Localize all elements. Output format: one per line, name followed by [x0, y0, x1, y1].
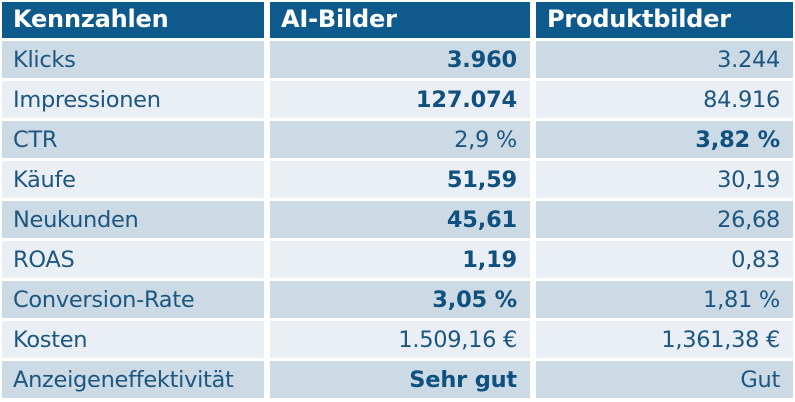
table-body: Klicks 3.960 3.244 Impressionen 127.074 84.91…: [2, 41, 793, 401]
header-cell-kennzahlen: Kennzahlen: [2, 2, 270, 41]
table-row: CTR 2,9 % 3,82 %: [2, 121, 793, 161]
header-cell-ai-bilder: AI-Bilder: [270, 2, 536, 41]
table-row: Klicks 3.960 3.244: [2, 41, 793, 81]
header-row: Kennzahlen AI-Bilder Produktbilder: [2, 2, 793, 41]
row-label-cell: Impressionen: [2, 81, 270, 121]
produktbilder-value-cell: 30,19: [536, 161, 793, 201]
ai-bilder-value-cell: 1.509,16 €: [270, 321, 536, 361]
row-label-cell: Käufe: [2, 161, 270, 201]
produktbilder-value-cell: 3.244: [536, 41, 793, 81]
row-label-cell: Kosten: [2, 321, 270, 361]
table-row: Impressionen 127.074 84.916: [2, 81, 793, 121]
produktbilder-value-cell: 1,81 %: [536, 281, 793, 321]
row-label-cell: CTR: [2, 121, 270, 161]
produktbilder-value-cell: 3,82 %: [536, 121, 793, 161]
header-cell-produktbilder: Produktbilder: [536, 2, 793, 41]
ai-bilder-value-cell: 1,19: [270, 241, 536, 281]
table-row: Conversion-Rate 3,05 % 1,81 %: [2, 281, 793, 321]
produktbilder-value-cell: 84.916: [536, 81, 793, 121]
row-label-cell: Klicks: [2, 41, 270, 81]
row-label-cell: Anzeigeneffektivität: [2, 361, 270, 401]
produktbilder-value-cell: Gut: [536, 361, 793, 401]
ai-bilder-value-cell: Sehr gut: [270, 361, 536, 401]
ai-bilder-value-cell: 3,05 %: [270, 281, 536, 321]
ai-bilder-value-cell: 127.074: [270, 81, 536, 121]
table-row: Käufe 51,59 30,19: [2, 161, 793, 201]
table-row: ROAS 1,19 0,83: [2, 241, 793, 281]
row-label-cell: Conversion-Rate: [2, 281, 270, 321]
produktbilder-value-cell: 26,68: [536, 201, 793, 241]
table-row: Anzeigeneffektivität Sehr gut Gut: [2, 361, 793, 401]
table-row: Kosten 1.509,16 €1,361,38 €: [2, 321, 793, 361]
table-row: Neukunden 45,61 26,68: [2, 201, 793, 241]
produktbilder-value-cell: 1,361,38 €: [536, 321, 793, 361]
table-header: Kennzahlen AI-Bilder Produktbilder: [2, 2, 793, 41]
row-label-cell: ROAS: [2, 241, 270, 281]
ai-bilder-value-cell: 51,59: [270, 161, 536, 201]
produktbilder-value-cell: 0,83: [536, 241, 793, 281]
ai-bilder-value-cell: 3.960: [270, 41, 536, 81]
ai-bilder-value-cell: 2,9 %: [270, 121, 536, 161]
ai-bilder-value-cell: 45,61: [270, 201, 536, 241]
row-label-cell: Neukunden: [2, 201, 270, 241]
